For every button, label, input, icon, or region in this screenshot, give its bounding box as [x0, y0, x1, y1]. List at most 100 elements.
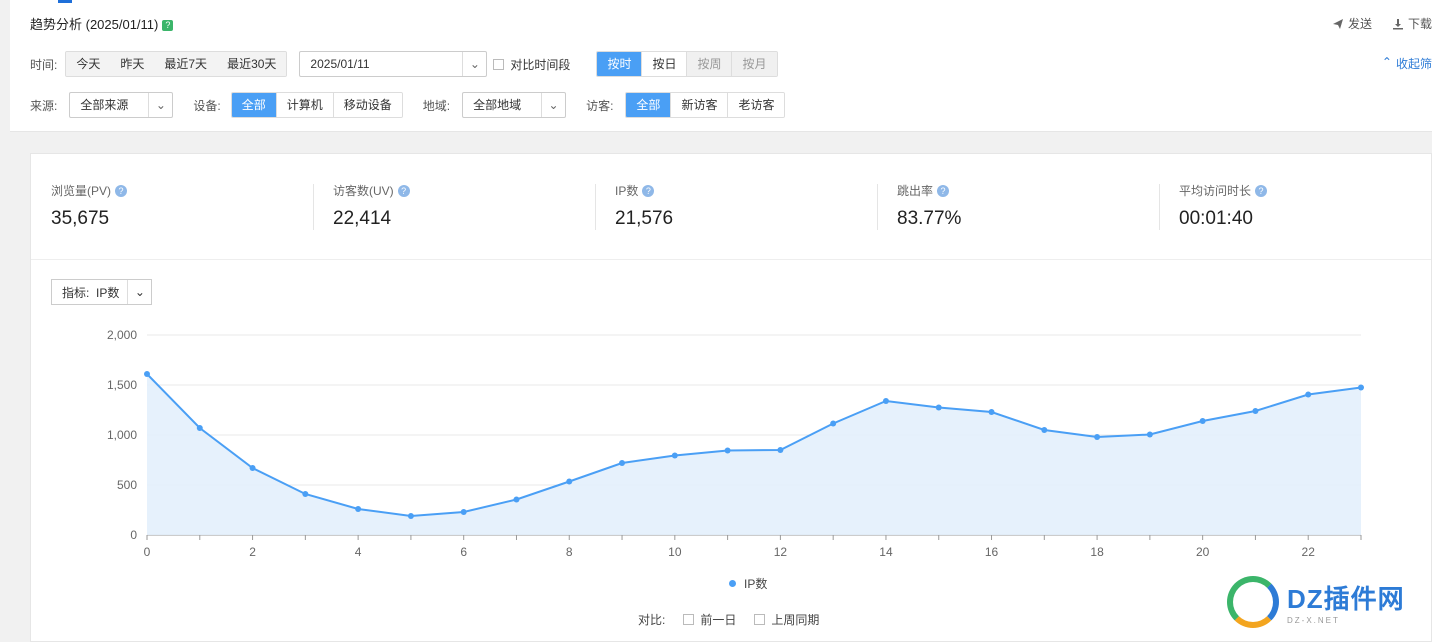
- kpi-value: 35,675: [51, 208, 110, 229]
- help-icon[interactable]: ?: [162, 20, 174, 31]
- device-mobile-button[interactable]: 移动设备: [332, 93, 402, 117]
- kpi-label: 浏览量(PV): [51, 184, 112, 198]
- region-select[interactable]: 全部地域 ⌄: [462, 92, 567, 118]
- granularity-week-button[interactable]: 按周: [686, 52, 732, 76]
- x-tick-label: 2: [249, 545, 256, 559]
- data-point: [302, 491, 309, 497]
- data-point: [513, 496, 520, 503]
- y-tick-label: 2,000: [107, 328, 137, 342]
- data-point: [882, 398, 889, 404]
- time-today-button[interactable]: 今天: [66, 52, 111, 76]
- compare-prev-day-checkbox[interactable]: [683, 614, 695, 625]
- data-point: [407, 513, 414, 519]
- x-tick-label: 20: [1196, 545, 1210, 559]
- help-icon[interactable]: ?: [115, 184, 128, 197]
- watermark-subtext: DZ-X.NET: [1287, 616, 1340, 625]
- compare-last-week-checkbox[interactable]: [754, 614, 766, 625]
- send-icon: [1332, 18, 1343, 29]
- y-tick-label: 1,000: [107, 428, 137, 442]
- compare-period-checkbox[interactable]: [493, 58, 505, 70]
- compare-label: 对比:: [638, 613, 666, 627]
- data-point: [355, 506, 362, 512]
- x-tick-label: 0: [144, 545, 151, 559]
- trend-card: 浏览量(PV)? 35,675 访客数(UV)? 22,414 IP数? 2 1,…: [30, 153, 1432, 642]
- region-value: 全部地域: [473, 98, 522, 112]
- top-actions: 发送 下载: [1332, 15, 1432, 32]
- kpi-label: 访客数(UV): [333, 184, 394, 198]
- active-tab-indicator: [58, 0, 72, 3]
- visitor-returning-button[interactable]: 老访客: [727, 93, 785, 117]
- help-icon[interactable]: ?: [642, 184, 655, 197]
- x-tick-label: 18: [1090, 545, 1104, 559]
- visitor-label: 访客:: [586, 98, 614, 113]
- data-point: [619, 460, 626, 466]
- time-filter-row: 时间: 今天 昨天 最近7天 最近30天 2025/01/11 ⌄ 对比时间段 …: [30, 51, 778, 77]
- x-tick-label: 12: [774, 545, 788, 559]
- data-point: [671, 452, 678, 459]
- kpi-label: 跳出率: [897, 184, 934, 198]
- data-point: [566, 478, 573, 485]
- device-all-button[interactable]: 全部: [231, 93, 276, 117]
- device-computer-button[interactable]: 计算机: [275, 93, 333, 117]
- data-point: [196, 425, 203, 431]
- help-icon[interactable]: ?: [937, 184, 950, 197]
- source-select[interactable]: 全部来源 ⌄: [69, 92, 174, 118]
- device-label: 设备:: [193, 98, 221, 113]
- compare-prev-day-label: 前一日: [700, 613, 737, 627]
- data-point: [1305, 391, 1312, 398]
- watermark-text: DZ插件网: [1287, 584, 1405, 614]
- granularity-hour-button[interactable]: 按时: [597, 52, 642, 76]
- x-tick-label: 16: [985, 545, 999, 559]
- help-icon[interactable]: ?: [397, 184, 410, 197]
- visitor-new-button[interactable]: 新访客: [670, 93, 728, 117]
- data-point: [988, 409, 995, 415]
- x-tick-label: 4: [355, 545, 362, 559]
- data-point: [1199, 418, 1206, 424]
- legend-dot: [729, 580, 736, 587]
- visitor-group: 全部 新访客 老访客: [625, 92, 786, 118]
- download-icon: [1392, 18, 1403, 29]
- x-tick-label: 6: [460, 545, 467, 559]
- x-tick-label: 8: [566, 545, 573, 559]
- data-point: [1358, 384, 1364, 391]
- collapse-filters-link[interactable]: ⌃ 收起筛: [1381, 55, 1432, 71]
- granularity-day-button[interactable]: 按日: [641, 52, 687, 76]
- help-icon[interactable]: ?: [1255, 184, 1268, 197]
- chart-legend[interactable]: IP数: [729, 575, 767, 592]
- time-yesterday-button[interactable]: 昨天: [110, 52, 155, 76]
- data-point: [830, 420, 837, 427]
- data-point: [724, 447, 731, 454]
- y-tick-label: 500: [117, 478, 137, 492]
- x-tick-label: 22: [1302, 545, 1316, 559]
- source-label: 来源:: [30, 98, 58, 113]
- x-tick-label: 10: [668, 545, 682, 559]
- data-point: [1252, 408, 1259, 414]
- kpi-bounce: 跳出率? 83.77%: [897, 182, 961, 230]
- filter-panel: 趋势分析 (2025/01/11)? 发送 下载 ⌃ 收起筛 时间: 今天 昨天…: [10, 0, 1432, 132]
- send-button[interactable]: 发送: [1332, 15, 1372, 32]
- kpi-pv: 浏览量(PV)? 35,675: [51, 182, 128, 230]
- time-quick-group: 今天 昨天 最近7天 最近30天: [65, 51, 288, 77]
- region-label: 地域:: [422, 98, 451, 113]
- legend-label: IP数: [744, 577, 768, 591]
- kpi-uv: 访客数(UV)? 22,414: [333, 182, 410, 230]
- series-area: [147, 374, 1361, 535]
- kpi-label: IP数: [615, 184, 639, 198]
- date-picker[interactable]: 2025/01/11 ⌄: [299, 51, 488, 77]
- data-point: [1094, 434, 1101, 440]
- visitor-all-button[interactable]: 全部: [626, 93, 671, 117]
- time-last30-button[interactable]: 最近30天: [217, 52, 287, 76]
- compare-period-label: 对比时间段: [510, 57, 571, 72]
- kpi-value: 00:01:40: [1179, 208, 1253, 229]
- time-last7-button[interactable]: 最近7天: [154, 52, 218, 76]
- granularity-month-button[interactable]: 按月: [731, 52, 777, 76]
- download-button[interactable]: 下载: [1392, 15, 1432, 32]
- data-point: [144, 371, 150, 377]
- indicator-value: IP数: [96, 285, 120, 300]
- kpi-divider: [595, 184, 596, 230]
- indicator-select[interactable]: 指标: IP数 ⌄: [51, 279, 153, 305]
- kpi-duration: 平均访问时长? 00:01:40: [1179, 182, 1268, 230]
- data-point: [1146, 431, 1153, 438]
- series-line: [146, 373, 1362, 518]
- data-point: [1041, 427, 1048, 433]
